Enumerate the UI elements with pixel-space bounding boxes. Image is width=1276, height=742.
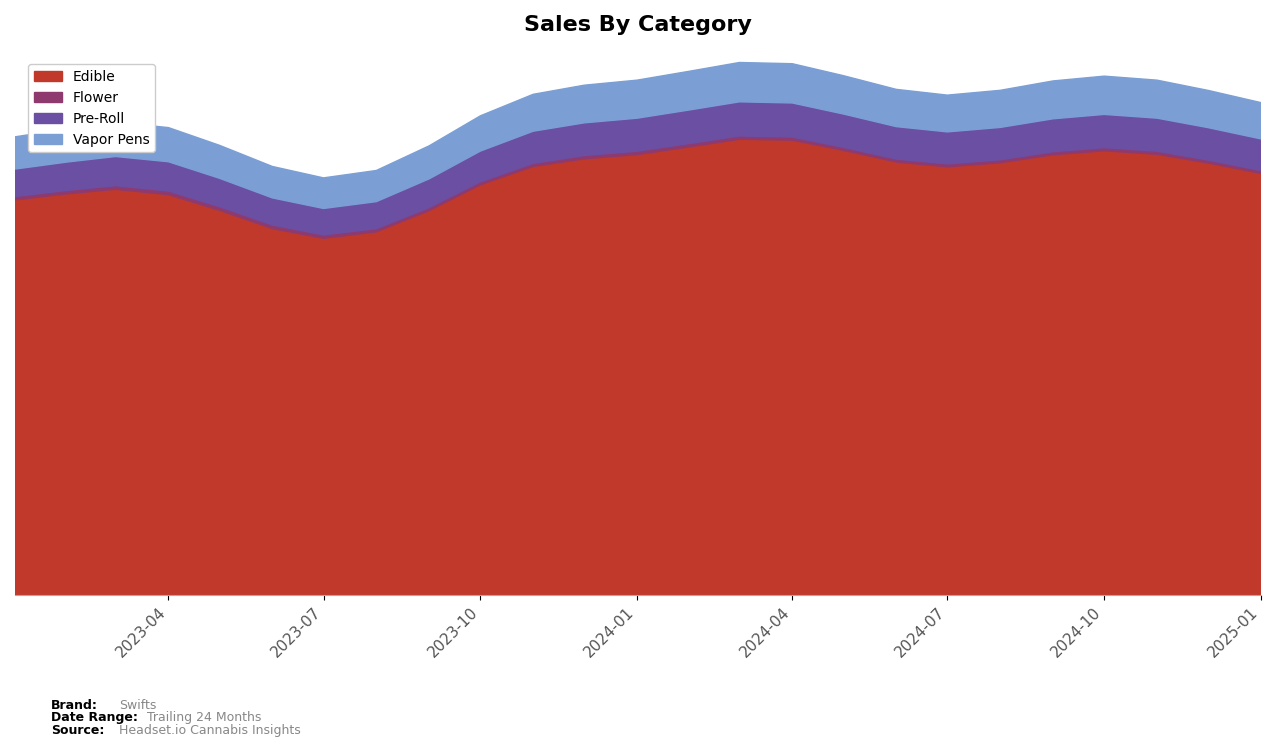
Text: Trailing 24 Months: Trailing 24 Months [147,712,262,724]
Text: Headset.io Cannabis Insights: Headset.io Cannabis Insights [119,724,300,737]
Text: Source:: Source: [51,724,105,737]
Text: Brand:: Brand: [51,699,98,712]
Text: Date Range:: Date Range: [51,712,138,724]
Title: Sales By Category: Sales By Category [524,15,752,35]
Text: Swifts: Swifts [119,699,156,712]
Legend: Edible, Flower, Pre-Roll, Vapor Pens: Edible, Flower, Pre-Roll, Vapor Pens [28,65,154,152]
